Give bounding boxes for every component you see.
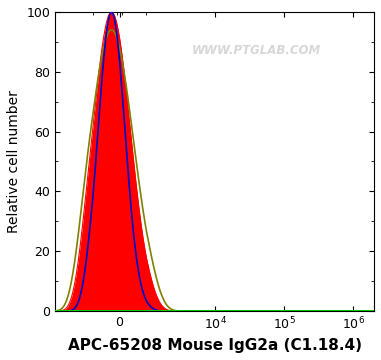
Text: WWW.PTGLAB.COM: WWW.PTGLAB.COM xyxy=(192,44,321,57)
X-axis label: APC-65208 Mouse IgG2a (C1.18.4): APC-65208 Mouse IgG2a (C1.18.4) xyxy=(68,338,362,353)
Y-axis label: Relative cell number: Relative cell number xyxy=(7,90,21,233)
